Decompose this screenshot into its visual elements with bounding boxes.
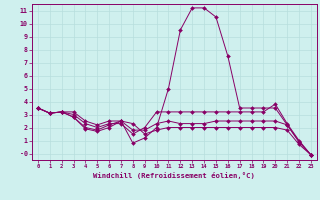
X-axis label: Windchill (Refroidissement éolien,°C): Windchill (Refroidissement éolien,°C) [93, 172, 255, 179]
